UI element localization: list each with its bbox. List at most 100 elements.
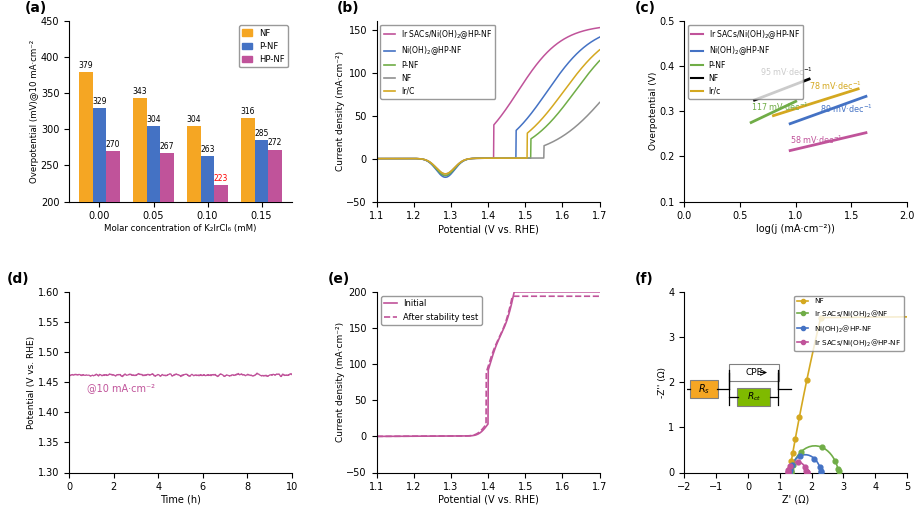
Y-axis label: -Z'' (Ω): -Z'' (Ω)	[658, 366, 667, 398]
X-axis label: Time (h): Time (h)	[160, 495, 201, 505]
Bar	[134, 98, 146, 346]
Point	[784, 466, 799, 474]
After stability test	[513, 293, 524, 299]
Y-axis label: Current density (mA·cm⁻²): Current density (mA·cm⁻²)	[336, 322, 345, 442]
Bar	[268, 150, 282, 346]
Point	[786, 448, 800, 457]
Text: 58 mV·dec$^{-1}$: 58 mV·dec$^{-1}$	[790, 133, 843, 146]
Point	[783, 464, 798, 473]
Text: 95 mV·dec$^{-1}$: 95 mV·dec$^{-1}$	[760, 66, 813, 78]
Bar	[241, 118, 255, 346]
Point	[780, 468, 795, 476]
After stability test	[501, 318, 512, 324]
Initial	[513, 289, 524, 295]
Point	[831, 467, 845, 476]
Text: 304: 304	[187, 116, 202, 124]
Point	[783, 466, 798, 474]
Text: 78 mV·dec$^{-1}$: 78 mV·dec$^{-1}$	[810, 80, 862, 92]
Initial	[507, 299, 518, 305]
Point	[813, 467, 828, 475]
Bar	[93, 108, 106, 346]
Initial	[371, 433, 382, 439]
Bar	[201, 156, 215, 346]
Initial	[501, 319, 512, 326]
Point	[814, 468, 829, 476]
Legend: Ir SACs/Ni(OH)$_2$@HP-NF, Ni(OH)$_2$@HP-NF, P-NF, NF, Ir/C: Ir SACs/Ni(OH)$_2$@HP-NF, Ni(OH)$_2$@HP-…	[380, 25, 495, 99]
X-axis label: Potential (V vs. RHE): Potential (V vs. RHE)	[437, 495, 539, 505]
Text: @10 mA·cm⁻²: @10 mA·cm⁻²	[87, 383, 155, 393]
Initial	[385, 433, 396, 439]
Text: 343: 343	[133, 87, 147, 96]
Y-axis label: Overpotential (mV)@10 mA·cm⁻²: Overpotential (mV)@10 mA·cm⁻²	[30, 40, 40, 183]
Text: (f): (f)	[635, 272, 654, 286]
Point	[790, 458, 805, 466]
Line: Initial: Initial	[377, 292, 600, 436]
X-axis label: log(j (mA·cm⁻²)): log(j (mA·cm⁻²))	[756, 224, 835, 234]
Point	[786, 460, 800, 469]
Bar	[106, 151, 120, 346]
Text: (d): (d)	[6, 272, 29, 286]
Point	[782, 468, 797, 477]
Point	[782, 468, 797, 476]
Text: 223: 223	[214, 174, 228, 183]
Point	[831, 465, 845, 473]
Initial	[508, 289, 519, 295]
Point	[799, 375, 814, 384]
After stability test	[507, 293, 519, 299]
Legend: Ir SACs/Ni(OH)$_2$@HP-NF, Ni(OH)$_2$@HP-NF, P-NF, NF, Ir/c: Ir SACs/Ni(OH)$_2$@HP-NF, Ni(OH)$_2$@HP-…	[688, 25, 803, 99]
Point	[812, 463, 827, 471]
Point	[781, 466, 796, 475]
Point	[784, 468, 799, 477]
Point	[794, 448, 809, 456]
Y-axis label: Potential (V vs. RHE): Potential (V vs. RHE)	[28, 335, 36, 429]
Text: 304: 304	[146, 116, 161, 124]
After stability test	[507, 295, 518, 301]
Initial	[594, 289, 605, 295]
Point	[799, 468, 814, 476]
Text: (b): (b)	[336, 1, 359, 15]
After stability test	[385, 433, 396, 439]
Point	[799, 468, 814, 477]
Bar	[255, 140, 268, 346]
Bar	[215, 185, 227, 346]
After stability test	[371, 433, 382, 439]
Legend: Initial, After stability test: Initial, After stability test	[381, 296, 482, 325]
Point	[798, 463, 812, 471]
After stability test	[594, 293, 605, 299]
Bar	[160, 153, 174, 346]
Text: 117 mV·dec$^{-1}$: 117 mV·dec$^{-1}$	[752, 101, 809, 113]
Point	[785, 461, 799, 469]
Point	[784, 468, 799, 476]
Point	[787, 435, 802, 444]
Legend: NF, P-NF, HP-NF: NF, P-NF, HP-NF	[239, 25, 287, 67]
X-axis label: Z' (Ω): Z' (Ω)	[782, 495, 810, 505]
Text: 263: 263	[200, 145, 215, 154]
Point	[807, 455, 822, 463]
Text: 270: 270	[106, 140, 121, 149]
Line: After stability test: After stability test	[377, 296, 600, 436]
Text: (c): (c)	[635, 1, 657, 15]
Text: 272: 272	[268, 139, 282, 148]
After stability test	[541, 293, 552, 299]
Point	[783, 466, 798, 474]
Text: 267: 267	[159, 142, 174, 151]
Text: 316: 316	[240, 107, 255, 116]
Text: 285: 285	[254, 129, 269, 138]
Initial	[541, 289, 552, 295]
Y-axis label: Current density (mA·cm⁻²): Current density (mA·cm⁻²)	[336, 51, 345, 171]
After stability test	[564, 293, 575, 299]
Point	[792, 413, 807, 421]
Text: (e): (e)	[328, 272, 350, 286]
Initial	[564, 289, 575, 295]
Point	[799, 466, 814, 475]
Text: (a): (a)	[25, 1, 47, 15]
Point	[783, 461, 798, 470]
Legend: NF, Ir SACs/Ni(OH)$_2$@NF, Ni(OH)$_2$@HP-NF, Ir SACs/Ni(OH)$_2$@HP-NF: NF, Ir SACs/Ni(OH)$_2$@NF, Ni(OH)$_2$@HP…	[794, 296, 904, 351]
Point	[813, 313, 828, 322]
Text: 379: 379	[78, 61, 93, 70]
Point	[793, 452, 808, 460]
Bar	[187, 127, 201, 346]
Point	[815, 443, 830, 452]
Point	[828, 457, 843, 465]
Text: 329: 329	[92, 97, 107, 106]
